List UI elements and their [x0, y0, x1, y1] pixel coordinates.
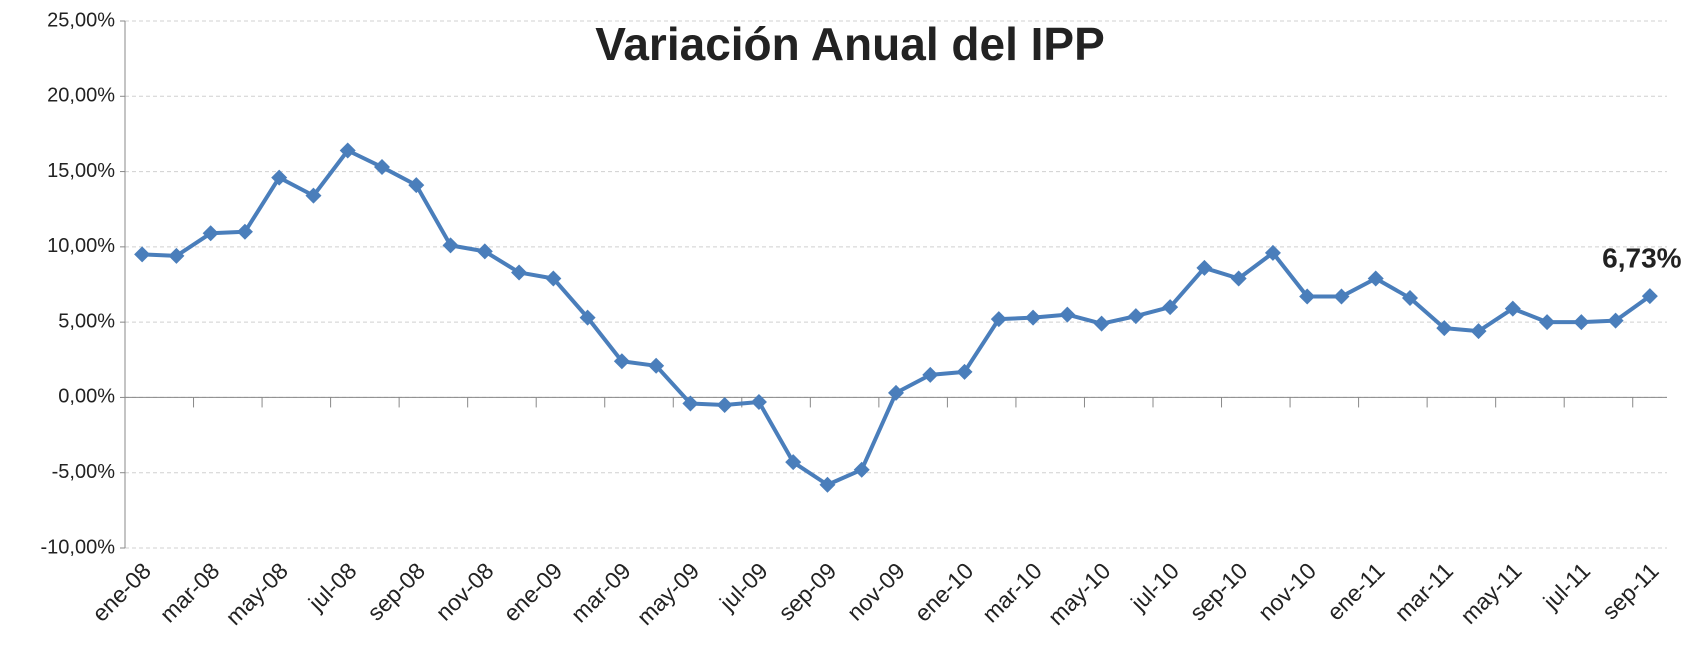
marker [1504, 300, 1521, 317]
marker [1127, 308, 1144, 325]
x-tick-label: sep-11 [1597, 557, 1664, 624]
marker [1025, 309, 1042, 326]
x-tick-label: nov-09 [842, 557, 910, 625]
x-tick-label: may-10 [1043, 557, 1116, 630]
marker [888, 384, 904, 401]
marker [750, 393, 767, 410]
marker [1436, 320, 1453, 337]
marker [1470, 323, 1487, 340]
marker [785, 454, 802, 471]
y-tick-label: 20,00% [47, 85, 115, 107]
x-tick-label: mar-10 [977, 557, 1047, 627]
marker [1162, 299, 1179, 316]
x-tick-label: jul-09 [714, 557, 773, 616]
marker [1573, 314, 1590, 331]
marker [305, 187, 322, 204]
marker [1333, 288, 1350, 305]
marker [819, 476, 836, 493]
marker [1264, 244, 1281, 261]
marker [1402, 290, 1418, 307]
x-tick-label: sep-10 [1184, 557, 1252, 625]
x-tick-label: mar-08 [155, 557, 225, 627]
marker [1367, 270, 1384, 287]
chart-title: Variación Anual del IPP [595, 18, 1105, 70]
marker [613, 353, 630, 370]
marker [236, 223, 253, 240]
marker [1230, 270, 1247, 287]
x-tick-label: sep-09 [773, 557, 841, 625]
marker [682, 395, 699, 412]
marker [1641, 288, 1658, 305]
y-tick-label: 0,00% [58, 386, 115, 408]
x-tick-label: ene-10 [909, 557, 978, 626]
marker [1539, 314, 1556, 331]
marker [1299, 288, 1316, 305]
marker [339, 142, 356, 159]
y-tick-label: 25,00% [47, 9, 115, 31]
marker [168, 247, 185, 264]
marker [922, 366, 939, 383]
line [142, 148, 1652, 487]
marker [545, 270, 562, 287]
marker [476, 243, 493, 260]
x-tick-label: mar-11 [1389, 557, 1458, 626]
y-tick-label: 10,00% [47, 235, 115, 257]
marker [1607, 312, 1624, 329]
marker [956, 363, 973, 380]
x-tick-label: jul-10 [1125, 557, 1184, 616]
x-tick-label: jul-08 [303, 557, 362, 616]
x-tick-label: ene-08 [87, 557, 156, 626]
marker [408, 177, 425, 194]
x-tick-label: jul-11 [1538, 557, 1596, 615]
x-tick-label: may-11 [1455, 557, 1526, 628]
x-tick-label: sep-08 [362, 557, 430, 625]
marker [1093, 315, 1110, 332]
marker [853, 461, 870, 478]
marker [1196, 259, 1213, 276]
y-tick-label: 5,00% [58, 310, 115, 332]
marker [134, 246, 151, 263]
marker [990, 311, 1007, 328]
marker [648, 357, 665, 374]
marker [579, 309, 596, 326]
y-tick-label: -10,00% [41, 536, 116, 558]
x-tick-label: nov-08 [431, 557, 499, 625]
marker [716, 396, 733, 413]
marker [442, 237, 459, 254]
marker [511, 264, 528, 281]
y-tick-label: -5,00% [52, 461, 116, 483]
x-tick-label: may-09 [632, 557, 705, 630]
marker [202, 225, 219, 242]
marker [271, 169, 288, 186]
marker [374, 159, 390, 176]
x-tick-label: ene-09 [498, 557, 567, 626]
x-tick-label: ene-11 [1322, 557, 1390, 625]
data-label: 6,73% [1602, 242, 1681, 273]
x-tick-label: nov-10 [1253, 557, 1321, 625]
marker [1059, 306, 1076, 323]
x-tick-label: mar-09 [566, 557, 636, 627]
y-tick-label: 15,00% [47, 160, 115, 182]
x-tick-label: may-08 [220, 557, 293, 630]
